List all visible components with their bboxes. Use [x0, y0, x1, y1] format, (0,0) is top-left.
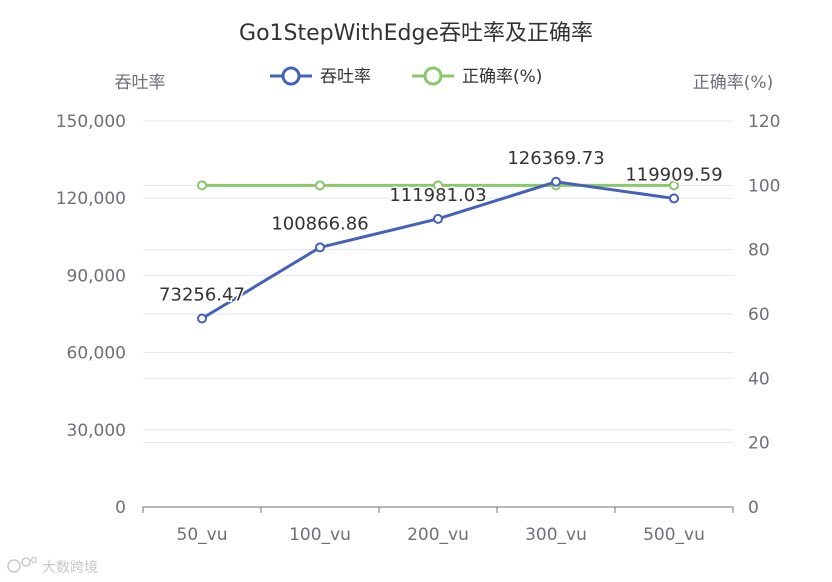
- data-point-throughput[interactable]: [433, 213, 443, 224]
- watermark: 大数跨境: [7, 556, 98, 576]
- data-label-throughput: 73256.47: [159, 284, 245, 305]
- y-right-tick-label: 100: [748, 176, 780, 196]
- y-right-tick-label: 80: [748, 241, 770, 261]
- data-label-throughput: 119909.59: [625, 164, 722, 185]
- y-left-tick-label: 90,000: [67, 266, 126, 286]
- y-right-tick-label: 60: [748, 305, 770, 325]
- data-label-throughput: 126369.73: [507, 148, 604, 169]
- y-left-tick-label: 0: [115, 498, 126, 518]
- data-point-throughput[interactable]: [551, 176, 561, 187]
- data-point-throughput[interactable]: [669, 193, 679, 204]
- x-tick-label: 200_vu: [407, 525, 469, 545]
- data-point-accuracy[interactable]: [197, 180, 207, 191]
- data-point-accuracy[interactable]: [433, 180, 443, 191]
- x-tick-label: 500_vu: [643, 525, 705, 545]
- data-point-throughput[interactable]: [315, 242, 325, 253]
- legend-marker-throughput: [281, 66, 301, 86]
- series-layer: [197, 176, 679, 324]
- legend-label-throughput: 吞吐率: [320, 67, 371, 87]
- x-axis: 50_vu 100_vu 200_vu 300_vu 500_vu: [142, 506, 734, 545]
- y-left-tick-label: 120,000: [56, 189, 126, 209]
- y-axis-right-name: 正确率(%): [693, 73, 773, 93]
- watermark-text: 大数跨境: [42, 560, 98, 576]
- y-right-tick-label: 40: [748, 369, 770, 389]
- legend-item-throughput[interactable]: 吞吐率: [270, 66, 371, 87]
- data-labels: 73256.47 100866.86 111981.03 126369.73 11990…: [158, 146, 725, 307]
- y-right-tick-label: 20: [748, 434, 770, 454]
- data-label-throughput: 111981.03: [389, 185, 486, 206]
- data-point-accuracy[interactable]: [315, 180, 325, 191]
- y-right-tick-label: 0: [748, 498, 759, 518]
- y-right-tick-label: 120: [748, 112, 780, 132]
- x-tick-label: 300_vu: [525, 525, 587, 545]
- y-left-tick-label: 150,000: [56, 112, 126, 132]
- legend-label-accuracy: 正确率(%): [462, 67, 542, 87]
- x-tick-label: 50_vu: [177, 525, 228, 545]
- legend[interactable]: 吞吐率 正确率(%): [270, 66, 542, 87]
- chart-title: Go1StepWithEdge吞吐率及正确率: [239, 21, 593, 46]
- y-left-tick-label: 60,000: [67, 344, 126, 364]
- y-axis-left-ticks: 0 30,000 60,000 90,000 120,000 150,000: [56, 112, 126, 518]
- legend-marker-accuracy: [423, 66, 443, 86]
- legend-item-accuracy[interactable]: 正确率(%): [412, 66, 542, 87]
- brand-logo-icon: [7, 556, 38, 573]
- x-tick-label: 100_vu: [289, 525, 351, 545]
- y-left-tick-label: 30,000: [67, 421, 126, 441]
- data-point-accuracy[interactable]: [669, 180, 679, 191]
- y-axis-right-ticks: 0 20 40 60 80 100 120: [748, 112, 780, 518]
- data-point-throughput[interactable]: [197, 313, 207, 324]
- y-axis-left-name: 吞吐率: [115, 73, 166, 93]
- data-label-throughput: 100866.86: [271, 213, 368, 234]
